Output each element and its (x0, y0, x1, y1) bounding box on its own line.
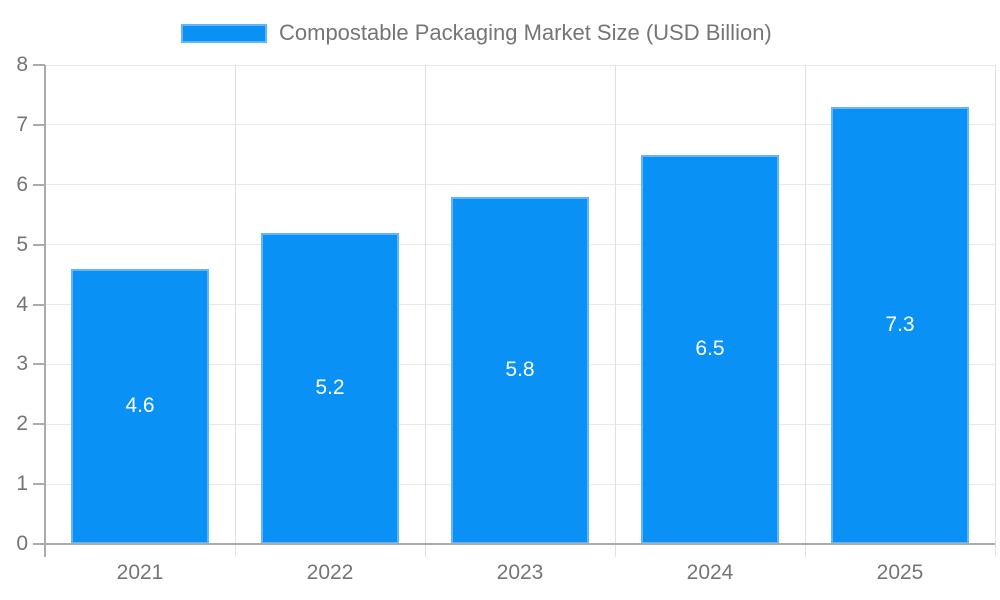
bar-value-label: 5.8 (505, 358, 535, 382)
y-tick-label: 3 (16, 352, 28, 376)
y-gridline (45, 124, 995, 126)
bar (641, 154, 779, 544)
y-tick-label: 2 (16, 412, 28, 436)
y-tick-label: 6 (16, 172, 28, 196)
x-category-label: 2021 (116, 561, 164, 584)
x-axis-line (33, 543, 995, 545)
y-tick-label: 0 (16, 532, 28, 555)
x-boundary-line (614, 65, 616, 557)
x-boundary-line (994, 65, 996, 557)
y-tick (33, 423, 45, 426)
x-boundary-line (424, 65, 426, 557)
x-boundary-line (804, 65, 806, 557)
y-tick (33, 303, 45, 306)
x-category-label: 2024 (686, 561, 734, 584)
chart-legend[interactable]: Compostable Packaging Market Size (USD B… (181, 21, 772, 45)
y-gridline (45, 184, 995, 186)
y-tick (33, 243, 45, 246)
bar (261, 232, 399, 544)
legend-label: Compostable Packaging Market Size (USD B… (279, 20, 772, 45)
x-category-label: 2025 (876, 561, 924, 584)
y-tick (33, 483, 45, 486)
y-tick-label: 7 (16, 112, 28, 136)
bar (71, 268, 209, 544)
bar-value-label: 5.2 (315, 376, 345, 400)
y-tick (33, 183, 45, 186)
y-axis-line (44, 65, 46, 557)
bar (451, 196, 589, 544)
x-category-label: 2023 (496, 561, 544, 584)
bar-value-label: 7.3 (885, 313, 915, 337)
bar-value-label: 6.5 (695, 337, 725, 361)
bar (831, 106, 969, 544)
y-tick-label: 4 (16, 292, 28, 316)
y-tick-label: 5 (16, 232, 28, 256)
y-tick-label: 8 (16, 53, 28, 76)
y-tick (33, 363, 45, 366)
legend-swatch (181, 23, 267, 43)
bar-value-label: 4.6 (125, 394, 155, 418)
y-tick (33, 123, 45, 126)
x-boundary-line (234, 65, 236, 557)
y-gridline (45, 64, 995, 66)
y-tick-label: 1 (16, 472, 28, 496)
y-tick (33, 64, 45, 66)
x-category-label: 2022 (306, 561, 354, 584)
